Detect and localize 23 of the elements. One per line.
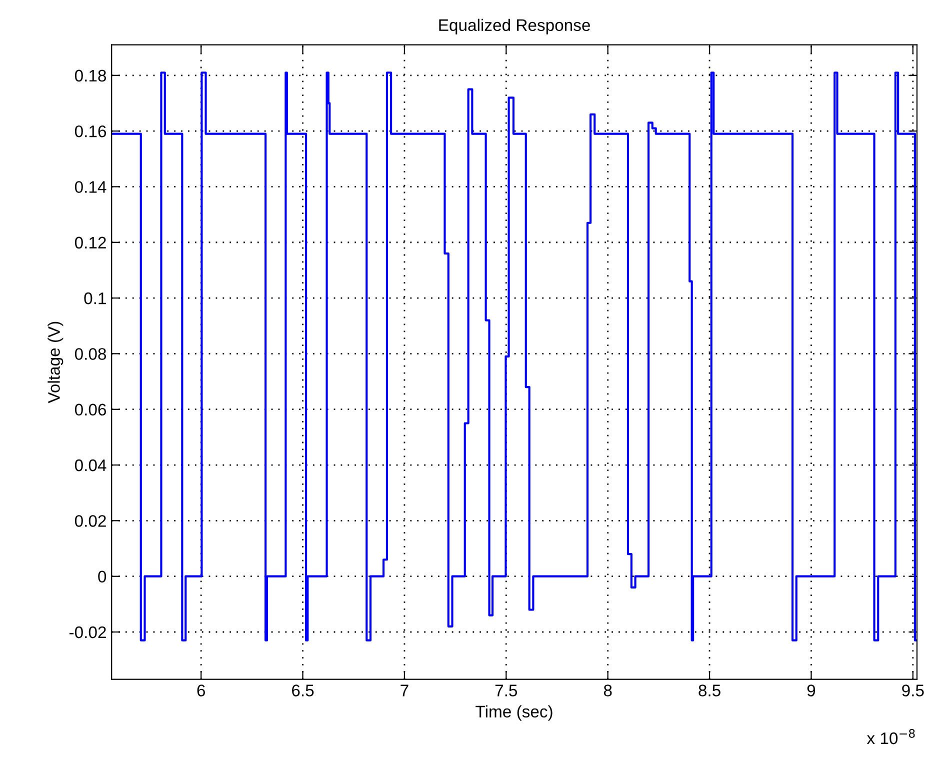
x-tick-label: 8 [604,684,612,696]
y-tick-label: 0.04 [74,459,106,472]
y-tick-label: 0.14 [74,181,106,193]
x-tick-label: 7.5 [495,684,518,696]
x-tick-label: 6 [197,684,205,696]
y-tick-label: 0.06 [74,404,106,416]
chart-title: Equalized Response [439,18,590,34]
y-tick-label: 0.1 [84,292,106,304]
y-tick-label: 0.12 [74,236,106,249]
x-tick-label: 6.5 [292,684,314,696]
y-tick-label: 0.02 [74,515,106,527]
x-tick-label: 8.5 [698,684,720,696]
x-tick-label: 9.5 [902,684,924,696]
text: x 10$^{−8}$ [866,728,915,744]
y-tick-label: 0.16 [74,125,106,138]
x-tick-label: 7 [400,684,408,696]
y-tick-label: -0.02 [69,626,106,638]
y-tick-label: 0.18 [74,70,106,82]
y-axis-title: Voltage (V) [48,322,64,404]
y-tick-label: 0.08 [74,348,106,360]
x-tick-label: 9 [807,684,816,696]
x-axis-title: Time (sec) [476,705,552,721]
y-tick-label: 0 [98,570,106,583]
